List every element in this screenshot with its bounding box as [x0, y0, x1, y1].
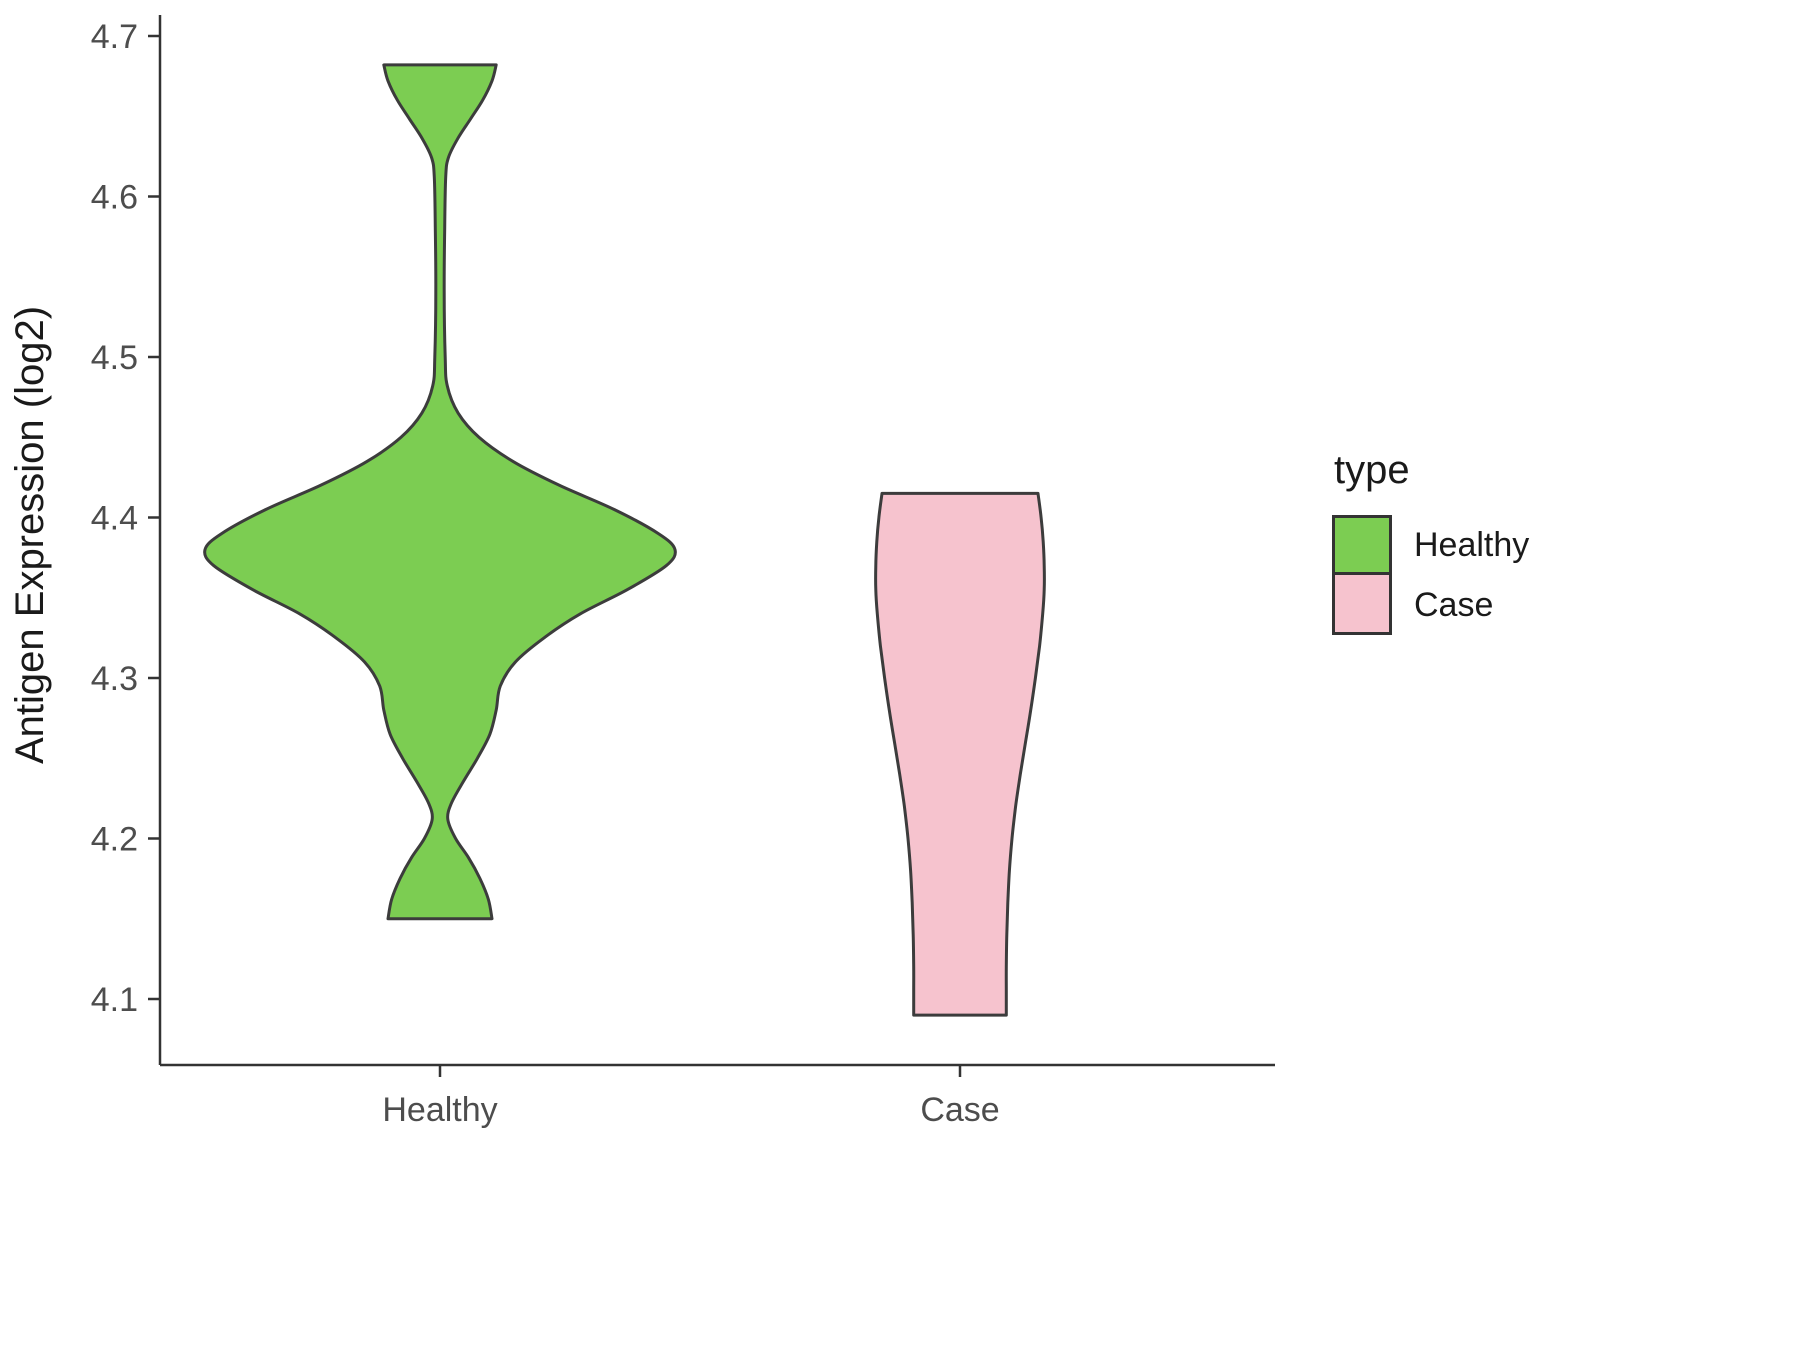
- violin-healthy: [203, 63, 677, 921]
- legend-key-healthy: Healthy: [1332, 515, 1529, 575]
- y-tick-label: 4.4: [91, 500, 138, 538]
- legend-swatch-case-icon: [1332, 575, 1392, 635]
- x-category-label: Case: [920, 1091, 999, 1129]
- legend-key-case: Case: [1332, 575, 1529, 635]
- legend-label-case: Case: [1414, 585, 1494, 624]
- y-tick-label: 4.3: [91, 660, 138, 698]
- legend-swatch-healthy-icon: [1332, 515, 1392, 575]
- violin-case: [874, 491, 1046, 1017]
- y-tick-label: 4.7: [91, 18, 138, 56]
- y-tick-label: 4.5: [91, 339, 138, 377]
- legend: type Healthy Case: [1332, 448, 1529, 635]
- legend-title: type: [1334, 448, 1410, 492]
- y-tick-label: 4.2: [91, 821, 138, 859]
- y-tick-label: 4.6: [91, 179, 138, 217]
- legend-label-healthy: Healthy: [1414, 525, 1530, 564]
- x-category-label: Healthy: [382, 1091, 497, 1129]
- y-axis-title: Antigen Expression (log2): [8, 305, 52, 765]
- y-tick-label: 4.1: [91, 981, 138, 1019]
